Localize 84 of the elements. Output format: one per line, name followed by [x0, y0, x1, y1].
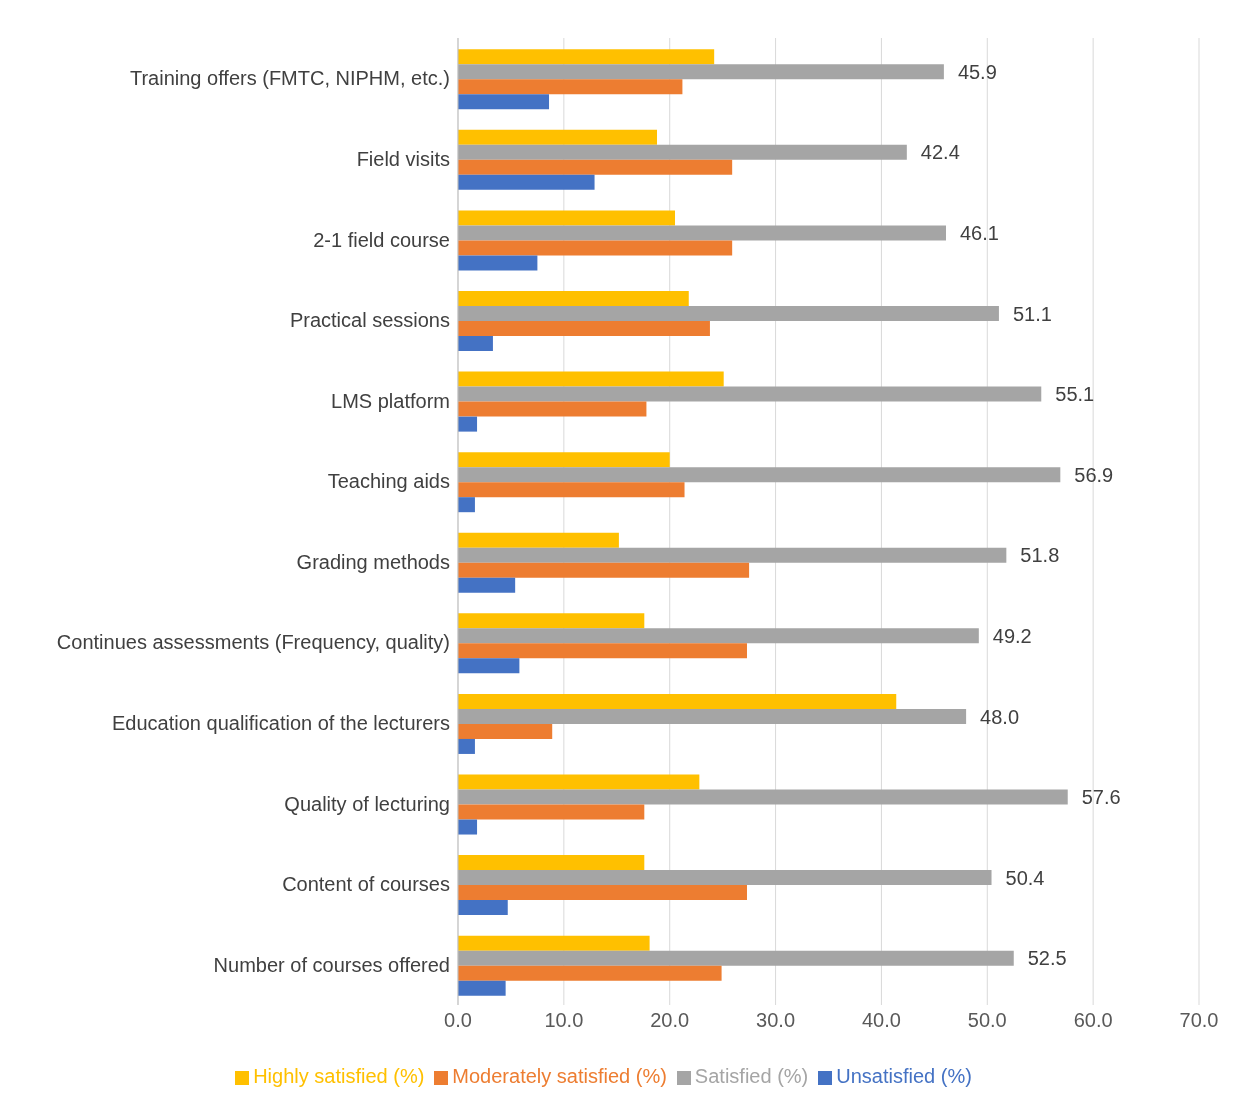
y-tick-label: Content of courses [282, 873, 450, 896]
bar [458, 965, 722, 981]
bar [458, 789, 1068, 805]
y-tick-label: Quality of lecturing [284, 792, 450, 815]
y-tick-label: Grading methods [296, 550, 450, 573]
bar [458, 291, 689, 307]
bar [458, 613, 645, 629]
bar [458, 643, 747, 659]
x-tick-label: 30.0 [756, 1009, 796, 1032]
data-label: 48.0 [980, 705, 1020, 728]
bar [458, 210, 676, 226]
x-tick-label: 50.0 [967, 1009, 1007, 1032]
bar [458, 255, 538, 271]
bar [458, 371, 724, 387]
bar [458, 723, 553, 739]
y-tick-label: Education qualification of the lecturers [112, 712, 450, 735]
data-label: 52.5 [1027, 947, 1067, 970]
bar [458, 693, 897, 709]
legend-label: Unsatisfied (%) [836, 1065, 972, 1087]
bar [458, 452, 670, 468]
y-tick-label: Practical sessions [289, 309, 450, 332]
bar [458, 240, 733, 256]
bar [458, 658, 520, 674]
bar [458, 900, 508, 916]
data-label: 57.6 [1081, 786, 1121, 809]
bar [458, 159, 733, 175]
bar [458, 129, 658, 145]
x-tick-label: 40.0 [861, 1009, 901, 1032]
legend-label: Highly satisfied (%) [253, 1065, 425, 1087]
bar [458, 49, 715, 65]
bar [458, 547, 1007, 563]
bar [458, 804, 645, 820]
data-label: 42.4 [920, 141, 960, 164]
y-tick-label: Continues assessments (Frequency, quality) [56, 631, 450, 654]
data-label: 49.2 [992, 624, 1032, 647]
bar [458, 708, 967, 724]
x-tick-label: 20.0 [650, 1009, 690, 1032]
legend-label: Moderately satisfied (%) [452, 1065, 667, 1087]
bar [458, 144, 907, 160]
bar [458, 532, 619, 548]
bar [458, 386, 1042, 402]
bar [458, 79, 683, 95]
bar [458, 497, 475, 513]
bar [458, 870, 992, 886]
data-label: 56.9 [1074, 463, 1114, 486]
bar [458, 467, 1061, 483]
bar [458, 321, 710, 337]
x-tick-label: 70.0 [1179, 1009, 1219, 1032]
data-label: 50.4 [1005, 866, 1045, 889]
bar [458, 819, 478, 835]
y-tick-label: 2-1 field course [313, 228, 450, 251]
bar [458, 416, 478, 432]
data-label: 51.1 [1012, 302, 1052, 325]
bar [458, 401, 647, 417]
data-label: 51.8 [1020, 544, 1060, 567]
y-tick-label: Teaching aids [327, 470, 450, 493]
x-tick-label: 10.0 [544, 1009, 584, 1032]
data-label: 55.1 [1055, 383, 1095, 406]
bar [458, 738, 475, 754]
bar [458, 935, 650, 951]
bar [458, 336, 493, 352]
bar [458, 855, 645, 871]
bar [458, 306, 999, 322]
legend-label: Satisfied (%) [694, 1065, 809, 1087]
bar [458, 577, 516, 593]
y-tick-label: Number of courses offered [213, 953, 450, 976]
bar [458, 64, 944, 80]
bar [458, 562, 750, 578]
x-tick-label: 60.0 [1073, 1009, 1113, 1032]
bar [458, 482, 685, 498]
data-label: 46.1 [960, 222, 999, 245]
data-label: 45.9 [957, 60, 997, 83]
bar [458, 885, 747, 901]
bar [458, 628, 979, 644]
y-tick-label: Field visits [356, 147, 450, 170]
bar [458, 174, 595, 190]
bar [458, 225, 946, 241]
y-tick-label: LMS platform [331, 389, 450, 412]
bar [458, 980, 506, 996]
bar [458, 774, 700, 790]
bar [458, 94, 550, 110]
y-tick-label: Training offers (FMTC, NIPHM, etc.) [129, 67, 450, 90]
x-tick-label: 0.0 [444, 1009, 472, 1032]
bar [458, 950, 1014, 966]
